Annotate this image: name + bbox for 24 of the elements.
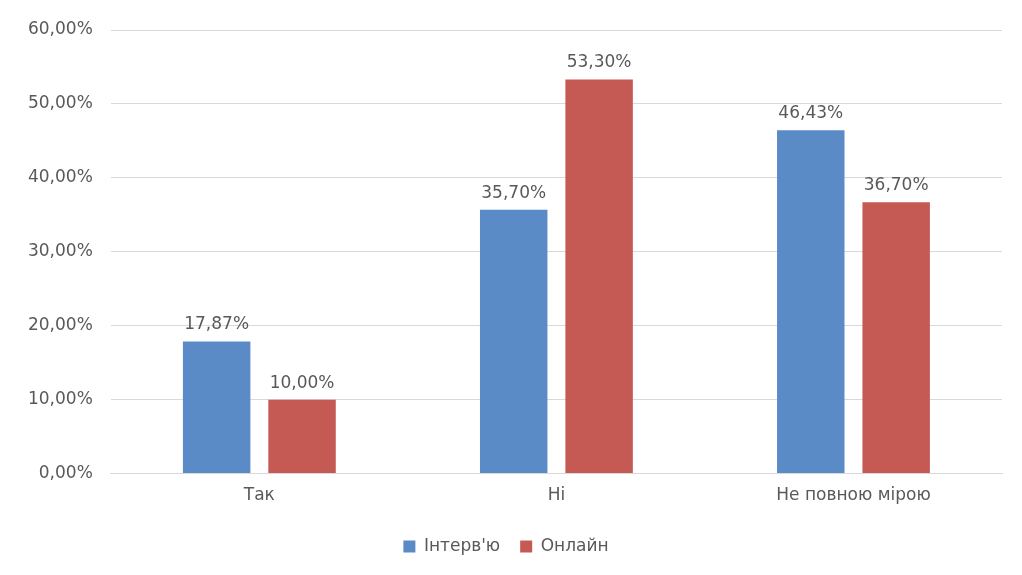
bar — [182, 341, 251, 474]
y-tick-label: 60,00% — [27, 18, 93, 39]
data-label: 35,70% — [481, 181, 547, 202]
y-tick-label: 0,00% — [38, 462, 93, 483]
bar — [268, 399, 336, 474]
y-tick-label: 50,00% — [27, 92, 93, 113]
x-tick-label: Не повною мірою — [776, 484, 931, 505]
data-label: 10,00% — [269, 371, 335, 392]
bar — [777, 130, 845, 474]
y-tick-label: 30,00% — [27, 240, 93, 261]
data-label: 17,87% — [184, 313, 250, 334]
legend-label: Онлайн — [540, 534, 609, 555]
legend-label: Інтерв'ю — [423, 534, 501, 555]
y-tick-label: 40,00% — [27, 166, 93, 187]
y-tick-label: 10,00% — [27, 388, 93, 409]
bar — [565, 79, 633, 474]
data-label: 36,70% — [863, 174, 929, 195]
bar — [479, 209, 548, 474]
bar — [862, 202, 930, 474]
x-tick-label: Так — [242, 484, 275, 505]
x-tick-label: Ні — [547, 484, 566, 505]
data-label: 46,43% — [778, 102, 844, 123]
y-tick-label: 20,00% — [27, 314, 93, 335]
data-label: 53,30% — [566, 51, 632, 72]
